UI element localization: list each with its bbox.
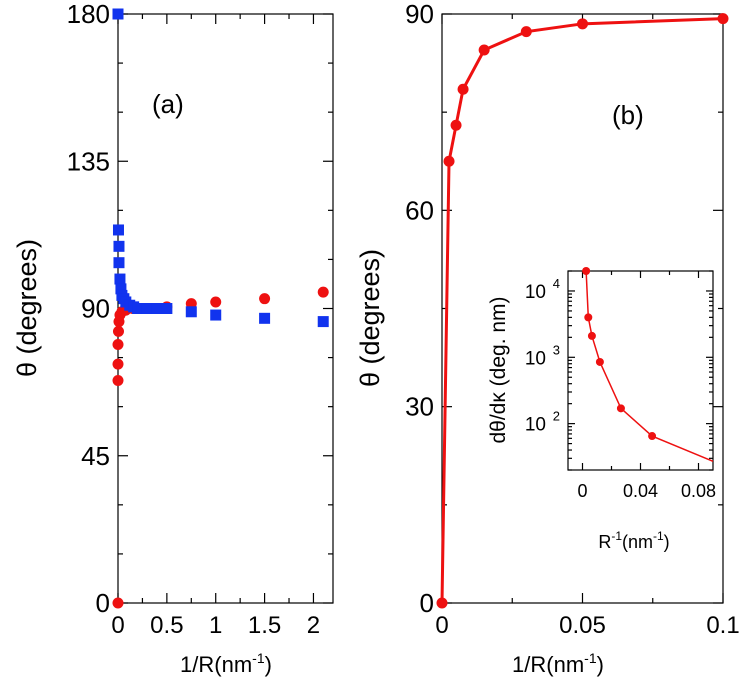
panel-a-blue-point bbox=[317, 316, 329, 328]
panel-a-blue-point bbox=[113, 257, 125, 269]
panel-a-red-point bbox=[210, 296, 222, 308]
panel-a-x-axis-label: 1/R(nm-1) bbox=[180, 650, 272, 677]
panel-b-y-tick-label: 90 bbox=[405, 0, 434, 29]
inset-x-tick-label: 0 bbox=[577, 481, 587, 501]
inset-x-axis-label-sup: -1 bbox=[611, 529, 622, 543]
panel-b-data-point bbox=[436, 597, 448, 609]
panel-b-label: (b) bbox=[612, 100, 644, 130]
panel-b-series-line bbox=[440, 17, 724, 604]
panel-a-x-tick-label: 0.5 bbox=[150, 612, 183, 639]
panel-a-x-tick-label: 0 bbox=[111, 612, 124, 639]
panel-a-ticks: 0 45 90 135 180 0 0.5 1 1.5 2 bbox=[67, 0, 333, 639]
panel-a-red-point bbox=[259, 293, 271, 305]
panel-a-red-point bbox=[317, 286, 329, 298]
inset-x-axis-label: R-1(nm-1) bbox=[598, 529, 669, 552]
inset-y-tick-exponent: 4 bbox=[553, 276, 560, 291]
inset-x-tick-label: 0.08 bbox=[681, 481, 716, 501]
inset-data-point bbox=[648, 432, 657, 441]
panel-b-data-point bbox=[443, 155, 455, 167]
panel-a-red-point bbox=[112, 374, 124, 386]
panel-a-red-point bbox=[112, 338, 124, 350]
panel-a-marks bbox=[112, 8, 329, 609]
panel-b-data-point bbox=[717, 13, 729, 25]
panel-a-blue-point bbox=[112, 224, 124, 236]
panel-a-y-tick-label: 0 bbox=[96, 588, 110, 618]
panel-a-blue-point bbox=[115, 283, 127, 295]
panel-a-x-tick-label: 2 bbox=[307, 612, 320, 639]
panel-a-red-point bbox=[112, 358, 124, 370]
inset-x-axis-label-close: ) bbox=[664, 532, 670, 552]
inset-y-axis-label: dθ/dκ (deg. nm) bbox=[487, 296, 510, 443]
panel-b-x-tick-label: 0 bbox=[435, 612, 448, 639]
inset-ticks: 10 2 10 3 10 4 0 0.04 0.08 bbox=[525, 270, 716, 501]
inset-chart: 10 210 310 40 0.04 0.08 dθ/dκ (deg. nm) R-1(n… bbox=[487, 267, 716, 555]
panel-b-data-point bbox=[450, 119, 462, 131]
inset-x-axis-label-sup2: -1 bbox=[653, 529, 664, 543]
panel-a: 0 45 90 135 180 0 0.5 1 1.5 2 (a) θ (degrees) 1/R… bbox=[12, 0, 334, 677]
panel-b-y-tick-label: 30 bbox=[405, 392, 434, 422]
panel-a-red-point bbox=[112, 325, 124, 337]
panel-b-data-point bbox=[520, 26, 532, 38]
panel-b-data-point bbox=[577, 18, 588, 30]
panel-a-x-tick-label: 1 bbox=[209, 612, 222, 639]
panel-a-label: (a) bbox=[152, 89, 184, 119]
panel-a-y-tick-label: 135 bbox=[67, 146, 110, 176]
panel-a-y-axis-label: θ (degrees) bbox=[12, 239, 42, 377]
panel-b-y-tick-label: 0 bbox=[420, 588, 434, 618]
panel-a-y-tick-label: 90 bbox=[81, 294, 110, 324]
inset-x-axis-label-main: R bbox=[598, 532, 611, 552]
panel-b-data-point bbox=[478, 44, 490, 56]
inset-y-tick-label: 10 bbox=[525, 415, 546, 436]
panel-a-blue-point bbox=[210, 309, 222, 321]
panel-a-x-axis-label-main: 1/R(nm bbox=[180, 652, 252, 677]
panel-b-x-axis-label: 1/R(nm-1) bbox=[512, 650, 604, 677]
inset-data-point bbox=[595, 357, 604, 366]
inset-y-tick-label: 10 bbox=[525, 282, 546, 303]
panel-b-y-axis-label: θ (degrees) bbox=[355, 249, 385, 387]
panel-b-x-axis-label-sup: -1 bbox=[584, 650, 597, 666]
panel-a-y-tick-label: 45 bbox=[81, 441, 110, 471]
inset-y-tick-exponent: 2 bbox=[553, 409, 560, 424]
inset-marks bbox=[582, 267, 714, 463]
panel-b-x-axis-label-close: ) bbox=[597, 652, 604, 677]
panel-a-x-axis-label-sup: -1 bbox=[252, 650, 265, 666]
inset-x-axis-label-mid: (nm bbox=[622, 532, 653, 552]
panel-b-data-point bbox=[457, 83, 469, 95]
panel-b-y-tick-label: 60 bbox=[405, 195, 434, 225]
panel-a-blue-point bbox=[112, 8, 124, 20]
panel-a-x-tick-label: 1.5 bbox=[248, 612, 281, 639]
inset-background bbox=[496, 271, 713, 555]
inset-x-tick-label: 0.04 bbox=[623, 481, 658, 501]
panel-a-blue-point bbox=[114, 273, 126, 285]
panel-a-blue-point bbox=[259, 312, 271, 324]
panel-b-x-tick-label: 0.1 bbox=[706, 612, 739, 639]
inset-y-tick-exponent: 3 bbox=[553, 342, 560, 357]
inset-data-point bbox=[584, 313, 593, 322]
panel-a-blue-point bbox=[151, 303, 163, 314]
panel-a-blue-point bbox=[141, 303, 153, 314]
panel-a-blue-point bbox=[185, 306, 197, 318]
inset-data-point bbox=[616, 404, 625, 413]
panel-b-x-axis-label-main: 1/R(nm bbox=[512, 652, 584, 677]
panel-a-blue-point bbox=[161, 303, 173, 314]
panel-a-blue-point bbox=[113, 240, 125, 252]
panel-b-marks bbox=[436, 13, 729, 609]
panel-a-y-tick-label: 180 bbox=[67, 0, 110, 29]
inset-data-point bbox=[582, 267, 591, 275]
inset-data-point bbox=[587, 331, 596, 340]
panel-b-x-tick-label: 0.05 bbox=[559, 612, 606, 639]
inset-y-tick-label: 10 bbox=[525, 348, 546, 369]
panel-a-x-axis-label-close: ) bbox=[265, 652, 272, 677]
panel-a-red-point bbox=[112, 597, 124, 609]
